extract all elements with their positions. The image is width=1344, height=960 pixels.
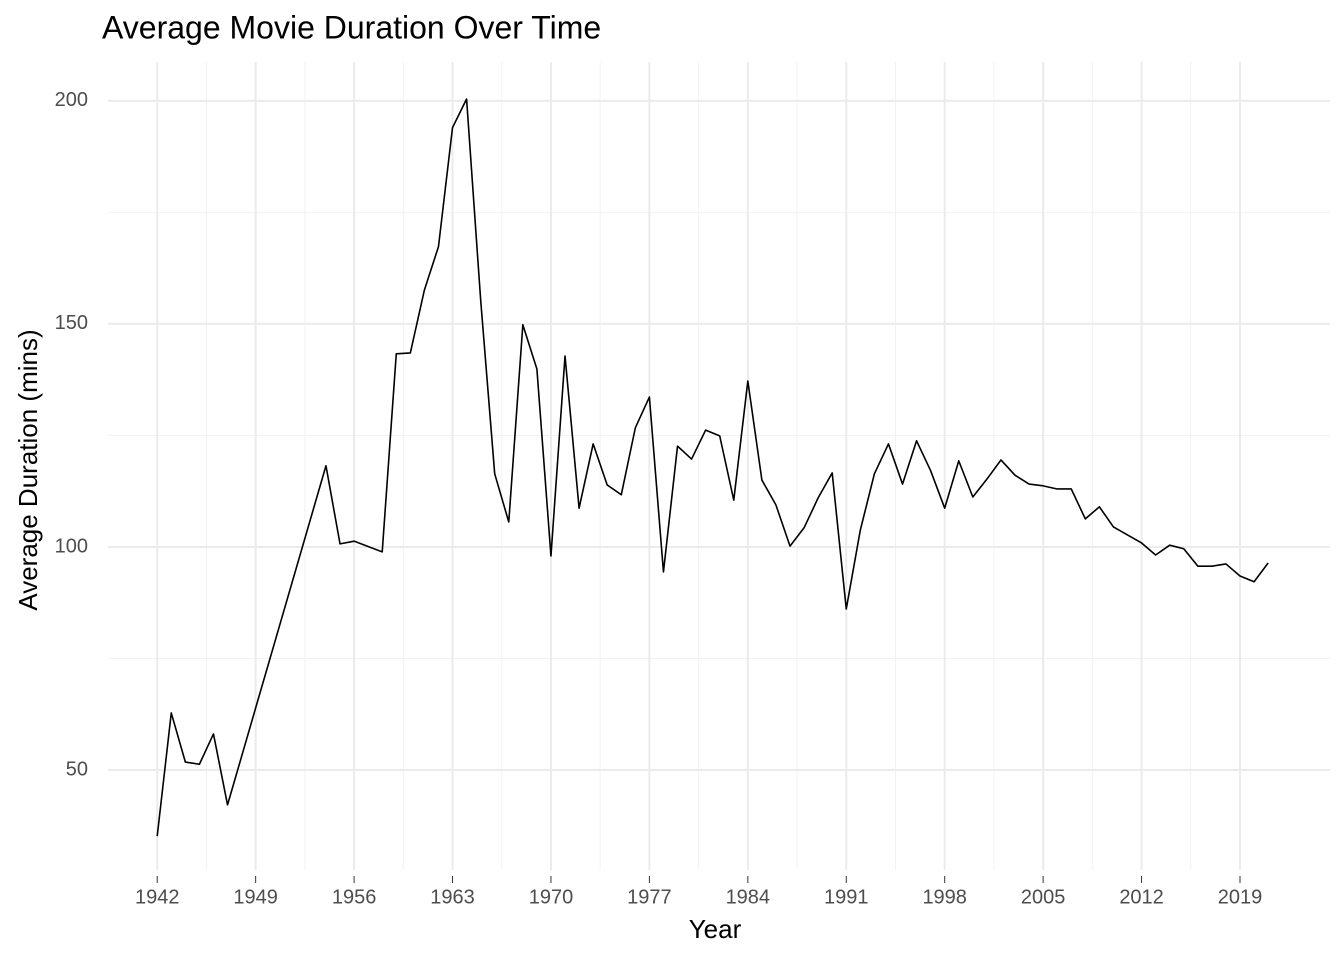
data-line [156, 98, 1269, 837]
x-tick-label: 1977 [627, 886, 672, 908]
x-tick-label: 1991 [824, 886, 869, 908]
y-tick-label: 150 [55, 312, 88, 334]
y-axis-title: Average Duration (mins) [13, 329, 43, 610]
x-axis-title: Year [689, 914, 742, 944]
x-tick-label: 2005 [1021, 886, 1066, 908]
x-tick-label: 2019 [1218, 886, 1263, 908]
x-tick-label: 1984 [726, 886, 771, 908]
y-tick-label: 100 [55, 535, 88, 557]
y-tick-label: 50 [66, 758, 88, 780]
y-tick-label: 200 [55, 89, 88, 111]
x-tick-label: 1963 [430, 886, 475, 908]
chart-title: Average Movie Duration Over Time [102, 9, 601, 45]
x-tick-label: 1998 [922, 886, 967, 908]
x-tick-label: 1949 [233, 886, 278, 908]
x-tick-label: 2012 [1119, 886, 1164, 908]
x-tick-label: 1942 [135, 886, 180, 908]
x-tick-label: 1956 [332, 886, 377, 908]
x-tick-label: 1970 [529, 886, 574, 908]
